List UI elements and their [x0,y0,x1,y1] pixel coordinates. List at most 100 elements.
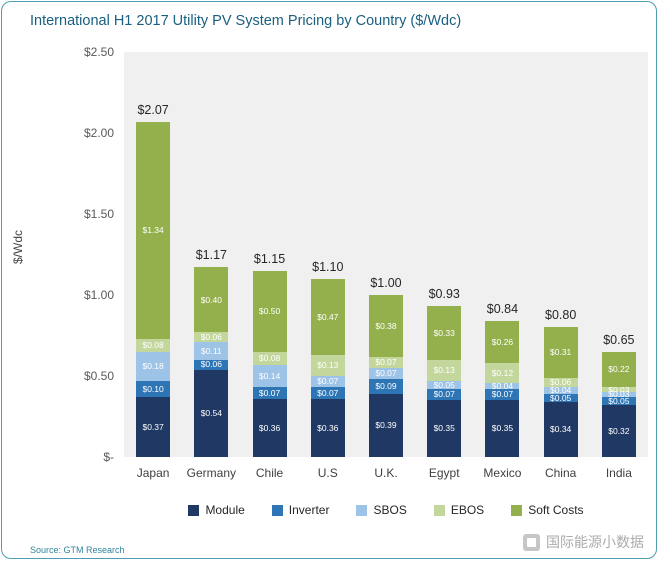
bar-segment-inverter: $0.05 [543,392,578,403]
legend-label: EBOS [450,503,485,517]
legend-swatch-icon [271,504,283,516]
segment-value-label: $0.35 [433,423,455,434]
bar-segment-ebos: $0.03 [601,384,636,395]
segment-value-label: $0.03 [608,384,630,395]
bar-column-u.k.: $1.00 $0.39 $0.09 $0.07 $0.07 $0.38 U.K. [357,22,415,484]
segment-value-label: $0.31 [550,347,572,358]
legend-swatch-icon [511,504,523,516]
segment-value-label: $0.47 [317,311,339,322]
legend-item-inverter: Inverter [271,503,330,517]
bar-segment-inverter: $0.07 [310,387,345,399]
bar-segment-soft-costs: $0.22 [601,351,636,388]
legend-swatch-icon [433,504,445,516]
segment-value-label: $0.32 [608,425,630,436]
x-axis-label: China [544,466,577,480]
bar-segment-module: $0.54 [194,369,229,457]
bar-segment-ebos: $0.12 [485,363,520,383]
watermark-bottom: 国际能源小数据 [523,532,644,552]
segment-value-label: $0.40 [200,294,222,305]
bar-column-china: $0.80 $0.34 $0.05 $0.04 $0.06 $0.31 China [532,22,590,484]
x-axis-label: Germany [186,466,236,480]
bar-total-label: $0.84 [486,301,519,316]
bar-total-label: $1.15 [253,251,286,266]
legend-label: Inverter [288,503,330,517]
bar-segment-sbos: $0.18 [136,351,171,381]
segment-value-label: $0.05 [608,395,630,406]
y-axis-tick-label: $2.00 [83,126,114,140]
bar-column-chile: $1.15 $0.36 $0.07 $0.14 $0.08 $0.50 Chile [241,22,299,484]
bar-segment-ebos: $0.06 [194,331,229,342]
segment-value-label: $0.36 [258,422,281,433]
bar-segment-module: $0.39 [368,393,403,457]
segment-value-label: $0.39 [375,420,397,431]
segment-value-label: $0.08 [258,352,281,363]
stacked-bar: $0.35 $0.07 $0.04 $0.12 $0.26 [485,320,520,457]
stacked-bar: $0.36 $0.07 $0.07 $0.13 $0.47 [310,278,345,457]
bar-total-label: $0.65 [603,332,635,347]
segment-value-label: $0.07 [375,368,397,379]
bar-total-label: $1.00 [370,276,402,291]
bar-segment-soft-costs: $0.38 [368,295,403,357]
bar-segment-sbos: $0.14 [252,364,287,388]
legend-item-soft-costs: Soft Costs [511,503,584,517]
watermark-text: 国际能源小数据 [546,534,644,550]
bar-segment-ebos: $0.08 [136,338,171,352]
segment-value-label: $0.07 [317,387,339,398]
segment-value-label: $0.38 [375,320,397,331]
bar-segment-inverter: $0.07 [427,388,462,401]
segment-value-label: $0.54 [200,408,222,419]
x-axis-label: Japan [136,466,170,480]
segment-value-label: $0.33 [433,327,455,338]
segment-value-label: $0.36 [317,422,339,433]
y-axis-tick-label: $1.50 [83,207,114,221]
bar-segment-inverter: $0.10 [136,380,171,398]
legend-label: Soft Costs [528,503,584,517]
bar-segment-ebos: $0.06 [543,377,578,388]
segment-value-label: $0.04 [550,385,572,396]
segment-value-label: $0.13 [317,360,339,371]
bar-segment-soft-costs: $0.33 [427,306,462,360]
legend-item-ebos: EBOS [433,503,485,517]
chart-legend: Module Inverter SBOS EBOS Soft Costs [124,503,648,517]
segment-value-label: $1.34 [142,224,164,235]
bar-segment-soft-costs: $0.50 [252,270,287,352]
bar-column-egypt: $0.93 $0.35 $0.07 $0.05 $0.13 $0.33 Egypt [415,22,473,484]
segment-value-label: $0.07 [433,389,455,400]
bar-total-label: $2.07 [137,102,169,117]
segment-value-label: $0.06 [200,331,222,342]
stacked-bar: $0.36 $0.07 $0.14 $0.08 $0.50 [252,270,287,457]
segment-value-label: $0.22 [608,364,630,375]
bar-segment-sbos: $0.07 [368,367,403,380]
bar-segment-inverter: $0.07 [485,388,520,401]
segment-value-label: $0.05 [433,379,455,390]
x-axis-label: Chile [255,466,284,480]
x-axis-label: Egypt [428,466,460,480]
segment-value-label: $0.07 [375,357,397,367]
segment-value-label: $0.07 [491,389,514,400]
source-note: Source: GTM Research [30,545,125,555]
bar-segment-module: $0.37 [136,397,171,457]
segment-value-label: $0.03 [608,389,630,400]
legend-item-sbos: SBOS [356,503,407,517]
bar-column-mexico: $0.84 $0.35 $0.07 $0.04 $0.12 $0.26 Mexico [473,22,531,484]
segment-value-label: $0.26 [491,336,514,347]
bar-segment-soft-costs: $1.34 [136,121,171,339]
bar-segment-inverter: $0.05 [601,395,636,406]
watermark-logo-icon [523,533,540,551]
bar-segment-inverter: $0.06 [194,359,229,370]
bar-segment-inverter: $0.09 [368,379,403,394]
bar-segment-sbos: $0.03 [601,389,636,400]
bar-column-u.s: $1.10 $0.36 $0.07 $0.07 $0.13 $0.47 U.S [299,22,357,484]
segment-value-label: $0.05 [550,392,572,403]
segment-value-label: $0.11 [201,345,222,356]
x-axis-label: U.S [317,466,338,480]
stacked-bar: $0.37 $0.10 $0.18 $0.08 $1.34 [136,121,171,457]
stacked-bar: $0.32 $0.05 $0.03 $0.03 $0.22 [601,351,636,457]
bar-total-label: $1.17 [195,248,227,263]
y-axis-tick-label: $0.50 [83,369,114,383]
bar-segment-sbos: $0.04 [485,381,520,390]
bar-segment-module: $0.35 [485,400,520,457]
bar-segment-module: $0.36 [252,398,287,457]
bar-column-japan: $2.07 $0.37 $0.10 $0.18 $0.08 $1.34 Japan [124,22,182,484]
